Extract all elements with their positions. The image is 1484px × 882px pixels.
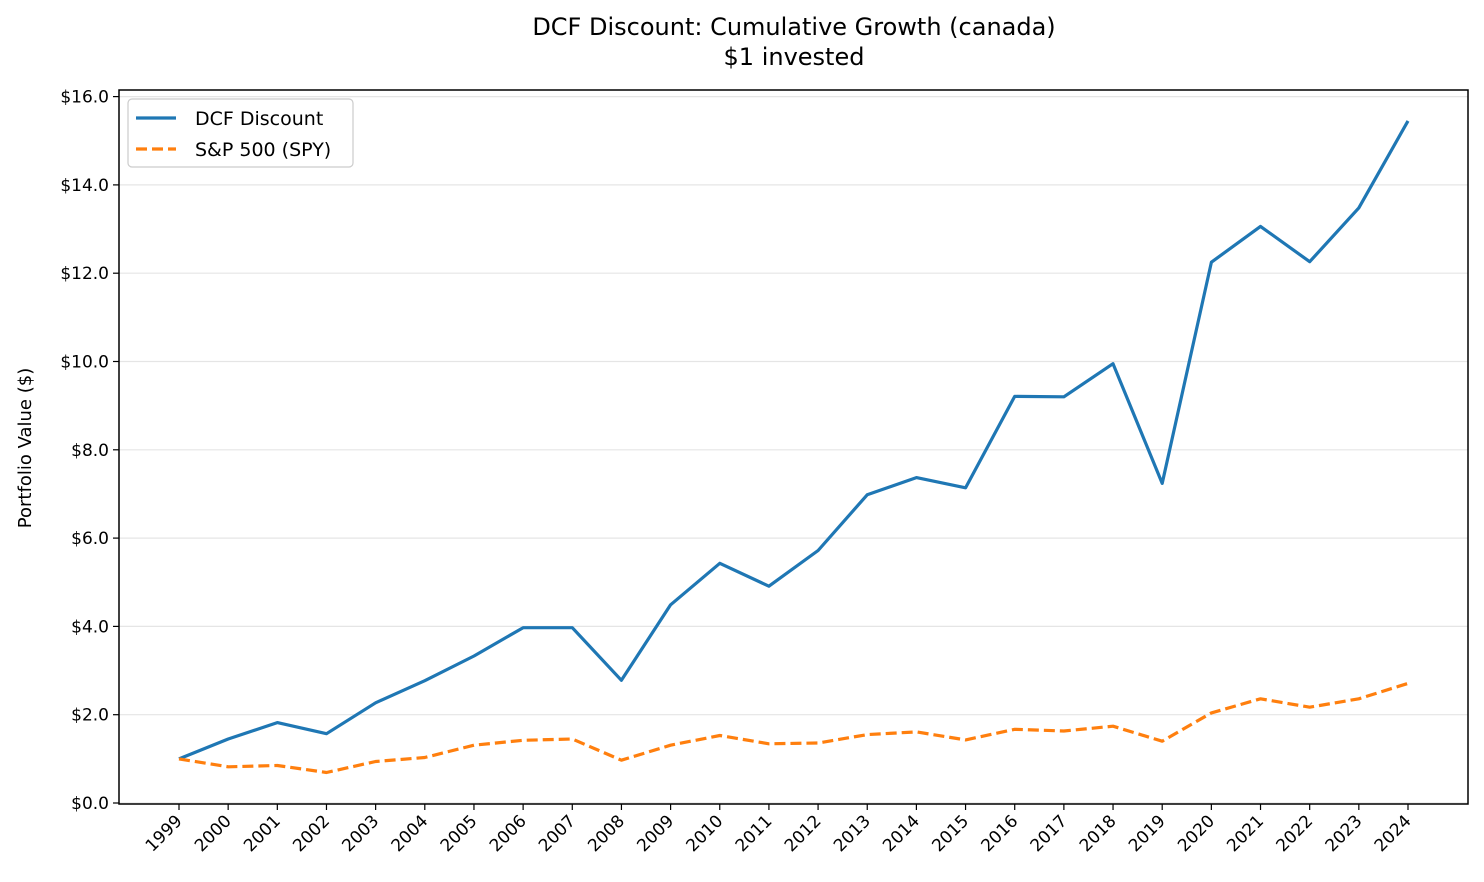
- series-lines: [178, 120, 1410, 775]
- y-tick-label: $2.0: [71, 706, 109, 726]
- y-tick-label: $0.0: [71, 794, 109, 814]
- legend-label: DCF Discount: [195, 108, 323, 130]
- y-axis-label: Portfolio Value ($): [15, 368, 36, 528]
- y-tick-label: $4.0: [71, 617, 109, 637]
- y-tick-label: $6.0: [71, 529, 109, 549]
- y-tick-label: $14.0: [60, 176, 109, 196]
- y-tick-label: $10.0: [60, 353, 109, 373]
- y-tick-label: $12.0: [60, 264, 109, 284]
- y-tick-label: $16.0: [60, 88, 109, 108]
- plot-frame: [118, 89, 1469, 805]
- y-axis-ticks: $0.0 $2.0 $4.0 $6.0 $8.0 $10.0 $12.0 $14.0 $16.0: [60, 88, 119, 814]
- legend: DCF Discount S&P 500 (SPY): [127, 98, 354, 168]
- series-line-sp500: [178, 681, 1409, 775]
- series-line-dcf-discount: [178, 120, 1410, 761]
- gridlines: [119, 95, 1468, 804]
- chart-title: DCF Discount: Cumulative Growth (canada): [532, 13, 1055, 41]
- legend-box: [127, 98, 354, 168]
- legend-label: S&P 500 (SPY): [195, 139, 331, 161]
- y-tick-label: $8.0: [71, 441, 109, 461]
- chart-subtitle: $1 invested: [724, 43, 865, 71]
